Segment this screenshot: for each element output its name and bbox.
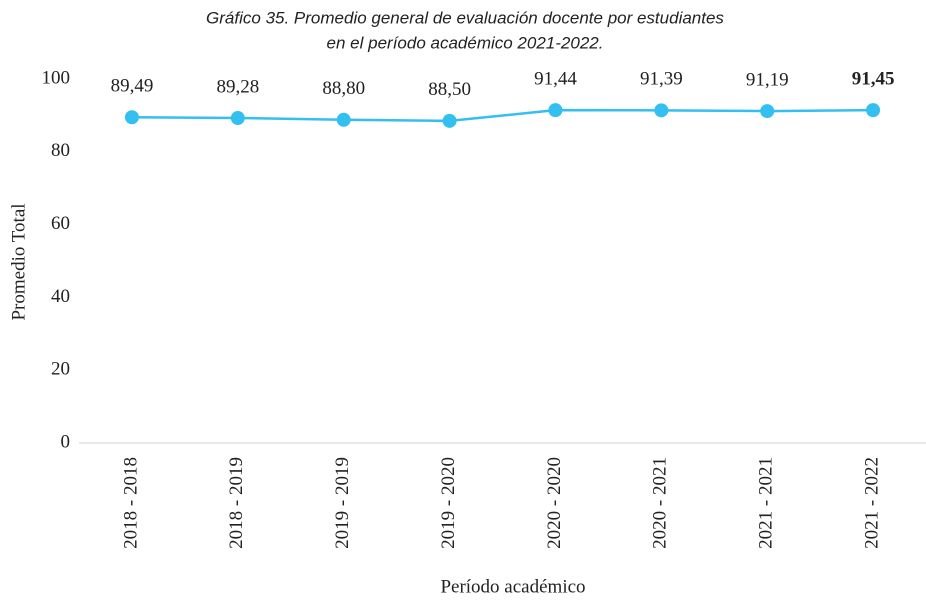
- data-label: 91,45: [852, 68, 895, 89]
- data-label: 91,19: [746, 69, 789, 90]
- data-label: 88,80: [322, 78, 365, 99]
- point: [230, 111, 245, 126]
- y-axis-title: Promedio Total: [8, 203, 29, 320]
- chart-title: en el período académico 2021-2022.: [327, 33, 604, 52]
- x-tick-label: 2019 - 2020: [438, 457, 459, 549]
- point: [442, 113, 457, 128]
- point: [866, 103, 881, 118]
- y-tick-label: 20: [51, 359, 70, 380]
- data-label: 89,49: [111, 76, 154, 97]
- x-tick-label: 2019 - 2019: [332, 457, 353, 549]
- point: [336, 112, 351, 127]
- chart-title: Gráfico 35. Promedio general de evaluaci…: [206, 8, 724, 27]
- point: [654, 103, 669, 118]
- y-tick-label: 0: [61, 431, 71, 452]
- x-tick-label: 2020 - 2021: [650, 457, 671, 549]
- point: [124, 110, 139, 125]
- y-tick-label: 100: [42, 67, 71, 88]
- x-tick-label: 2021 - 2021: [756, 457, 777, 549]
- x-axis-title: Período académico: [440, 576, 585, 597]
- x-tick-label: 2020 - 2020: [544, 457, 565, 549]
- line: [131, 108, 874, 123]
- data-label: 89,28: [216, 76, 259, 97]
- point: [548, 103, 563, 118]
- data-label: 91,44: [534, 69, 577, 90]
- point: [760, 104, 775, 119]
- y-tick-label: 40: [51, 286, 70, 307]
- y-tick-label: 80: [51, 140, 70, 161]
- x-tick-label: 2018 - 2018: [120, 457, 141, 549]
- data-label: 88,50: [428, 79, 471, 100]
- data-label: 91,39: [640, 69, 683, 90]
- x-tick-label: 2018 - 2019: [226, 457, 247, 549]
- x-tick-label: 2021 - 2022: [861, 457, 882, 549]
- y-tick-label: 60: [51, 213, 70, 234]
